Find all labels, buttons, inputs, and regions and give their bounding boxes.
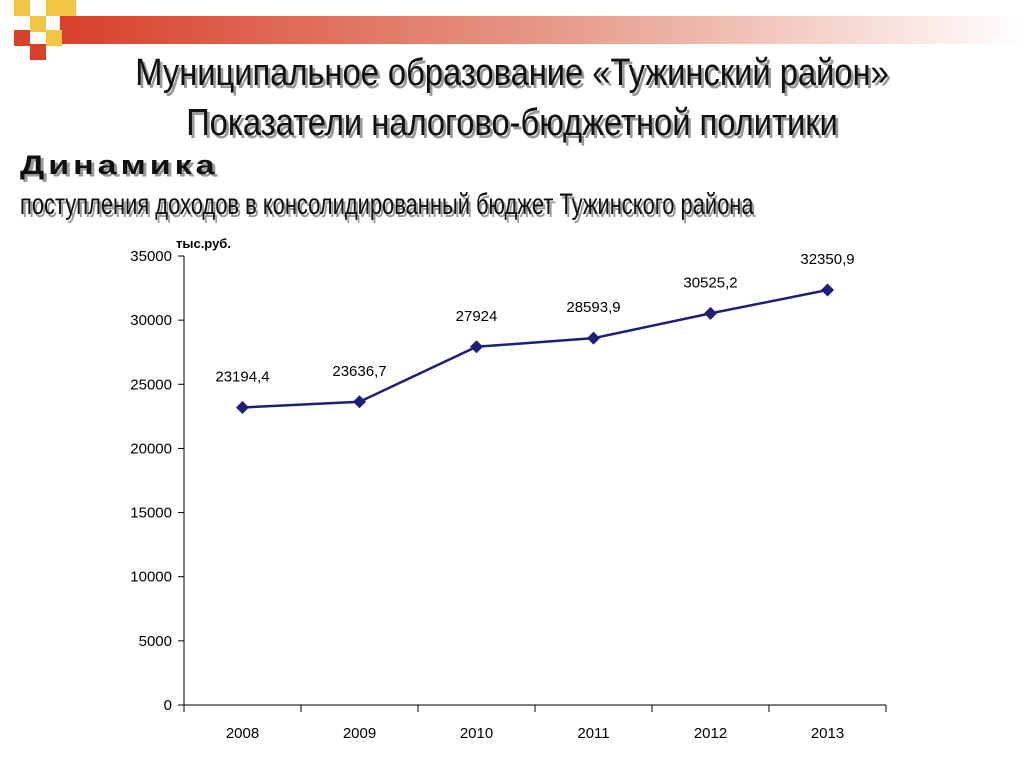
data-point-marker: [236, 400, 249, 414]
y-tick-label: 5000: [139, 633, 172, 650]
unit-label: тыс.руб.: [176, 236, 231, 251]
slide-title-line2: Показатели налогово-бюджетной политики: [186, 102, 838, 144]
decorative-header-bar: [14, 0, 1024, 60]
slide-subtitle-line1: Динамика: [20, 150, 219, 181]
x-tick-label: 2010: [460, 725, 493, 742]
x-tick-label: 2008: [226, 725, 259, 742]
data-point-marker: [587, 331, 600, 345]
x-tick-label: 2011: [577, 725, 609, 742]
data-point-marker: [470, 340, 483, 354]
y-tick-label: 10000: [130, 569, 172, 586]
x-tick-label: 2009: [343, 725, 376, 742]
data-label: 27924: [456, 308, 498, 325]
y-tick-label: 35000: [130, 248, 172, 265]
data-point-marker: [353, 395, 366, 409]
slide-title-line1: Муниципальное образование «Тужинский рай…: [135, 52, 889, 94]
data-label: 23636,7: [332, 363, 386, 380]
y-tick-label: 30000: [130, 312, 172, 329]
slide-subtitle-line2: поступления доходов в консолидированный …: [20, 188, 754, 221]
data-point-marker: [821, 283, 834, 297]
y-tick-label: 15000: [130, 505, 172, 522]
x-tick-label: 2012: [694, 725, 727, 742]
data-label: 23194,4: [215, 368, 269, 385]
data-point-marker: [704, 306, 717, 320]
series-line: [242, 288, 828, 409]
data-label: 28593,9: [566, 299, 620, 316]
data-label: 30525,2: [683, 274, 737, 291]
x-tick-label: 2013: [811, 725, 844, 742]
y-tick-label: 25000: [130, 376, 172, 393]
y-tick-label: 20000: [130, 440, 172, 457]
y-tick-label: 0: [164, 697, 172, 714]
data-label: 32350,9: [800, 251, 854, 268]
